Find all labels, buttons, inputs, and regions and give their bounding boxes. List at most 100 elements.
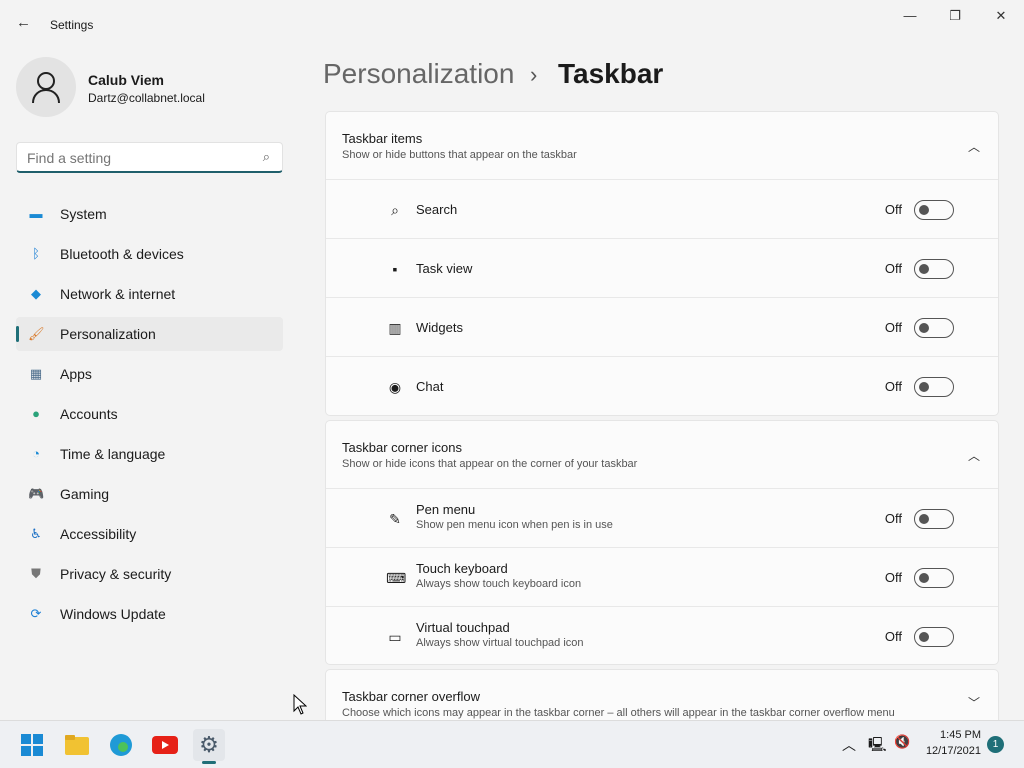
chat-icon: ◉	[388, 379, 402, 395]
setting-label: Touch keyboard	[416, 561, 508, 576]
setting-description: Always show touch keyboard icon	[416, 578, 582, 590]
update-icon: ⟳	[30, 606, 42, 621]
toggle-switch[interactable]	[914, 509, 954, 529]
toggle-state: Off	[884, 202, 902, 217]
clock-date[interactable]: 12/17/2021	[925, 745, 981, 757]
task-view-icon: ▪	[392, 261, 398, 277]
sidebar-item-bluetooth-devices[interactable]: ᛒ Bluetooth & devices	[16, 237, 283, 271]
section-title: Taskbar corner overflow	[342, 689, 480, 704]
breadcrumb-parent[interactable]: Personalization	[323, 58, 515, 89]
toggle-switch[interactable]	[914, 200, 954, 220]
section-subtitle: Show or hide buttons that appear on the …	[342, 149, 577, 161]
close-button[interactable]: ✕	[995, 8, 1007, 23]
setting-label: Search	[416, 202, 458, 217]
settings-icon[interactable]: ⚙	[193, 729, 225, 764]
search-box[interactable]: ⌕	[16, 142, 283, 173]
avatar[interactable]	[16, 57, 76, 117]
sidebar-item-system[interactable]: ▬ System	[16, 197, 283, 231]
toggle-state: Off	[884, 379, 902, 394]
wifi-icon: ◆	[31, 286, 41, 301]
youtube-icon[interactable]	[149, 729, 181, 761]
search-icon: ⌕	[262, 149, 270, 164]
volume-muted-icon[interactable]: 🔇	[894, 734, 911, 749]
setting-row-search: ⌕ Search Off	[326, 179, 998, 238]
network-icon[interactable]: 🖳	[868, 736, 887, 752]
chevron-up-icon[interactable]: ︿	[967, 140, 980, 154]
section-header[interactable]: Taskbar corner icons Show or hide icons …	[326, 421, 998, 488]
section-header[interactable]: Taskbar items Show or hide buttons that …	[326, 112, 998, 179]
sidebar-item-apps[interactable]: ▦ Apps	[16, 357, 283, 391]
chevron-down-icon[interactable]: ﹀	[967, 696, 980, 710]
page-title: Taskbar	[558, 58, 664, 89]
section-subtitle: Choose which icons may appear in the tas…	[342, 707, 895, 719]
sidebar-item-label: Time & language	[60, 446, 166, 462]
toggle-state: Off	[884, 511, 902, 526]
monitor-icon: ▬	[29, 206, 43, 221]
notification-badge[interactable]: 1	[987, 736, 1004, 753]
toggle-switch[interactable]	[914, 568, 954, 588]
touchpad-icon: ▭	[388, 629, 402, 645]
widgets-icon: ▥	[388, 320, 402, 336]
bluetooth-icon: ᛒ	[32, 246, 40, 261]
start-icon[interactable]	[16, 729, 48, 761]
setting-row-task-view: ▪ Task view Off	[326, 238, 998, 297]
sidebar-item-windows-update[interactable]: ⟳ Windows Update	[16, 597, 283, 631]
setting-row-virtual-touchpad: ▭ Virtual touchpad Always show virtual tou…	[326, 606, 998, 665]
sidebar-item-accessibility[interactable]: ♿ Accessibility	[16, 517, 283, 551]
edge-icon[interactable]	[105, 729, 137, 761]
setting-description: Show pen menu icon when pen is in use	[416, 519, 613, 531]
active-indicator	[16, 326, 19, 342]
setting-row-widgets: ▥ Widgets Off	[326, 297, 998, 356]
sidebar-item-label: Network & internet	[60, 286, 176, 302]
section-title: Taskbar corner icons	[342, 440, 462, 455]
user-name: Calub Viem	[88, 72, 164, 88]
sidebar-item-label: Accounts	[60, 406, 118, 422]
toggle-switch[interactable]	[914, 377, 954, 397]
breadcrumb-separator: ›	[530, 62, 538, 87]
toggle-state: Off	[884, 261, 902, 276]
brush-icon: 🖌	[28, 326, 45, 341]
keyboard-icon: ⌨	[386, 570, 407, 586]
minimize-button[interactable]: —	[903, 8, 917, 23]
sidebar-item-accounts[interactable]: ● Accounts	[16, 397, 283, 431]
toggle-state: Off	[884, 320, 902, 335]
setting-label: Virtual touchpad	[416, 620, 510, 635]
taskbar-corner-overflow-section[interactable]: Taskbar corner overflow Choose which ico…	[325, 669, 999, 729]
search-input[interactable]	[27, 150, 247, 166]
clock-time[interactable]: 1:45 PM	[940, 729, 981, 741]
sidebar-item-label: Personalization	[60, 326, 156, 342]
sidebar-item-gaming[interactable]: 🎮 Gaming	[16, 477, 283, 511]
toggle-state: Off	[884, 629, 902, 644]
setting-label: Pen menu	[416, 502, 476, 517]
taskbar: ⚙ ︿ 🖳 🔇 1:45 PM 12/17/2021 1	[0, 720, 1024, 768]
sidebar-item-network-internet[interactable]: ◆ Network & internet	[16, 277, 283, 311]
clock-globe-icon: ◔	[32, 446, 40, 461]
sidebar-item-label: Privacy & security	[60, 566, 172, 582]
taskbar-items-section: Taskbar items Show or hide buttons that …	[325, 111, 999, 416]
file-explorer-icon[interactable]	[61, 729, 93, 761]
sidebar-item-personalization[interactable]: 🖌 Personalization	[16, 317, 283, 351]
section-subtitle: Show or hide icons that appear on the co…	[342, 458, 638, 470]
toggle-state: Off	[884, 570, 902, 585]
accessibility-icon: ♿	[30, 526, 42, 541]
toggle-switch[interactable]	[914, 318, 954, 338]
maximize-button[interactable]: ❐	[949, 8, 961, 23]
show-hidden-icons-button[interactable]: ︿	[842, 737, 856, 753]
pen-icon: ✎	[389, 511, 401, 527]
person-icon	[32, 72, 60, 104]
sidebar-item-time-language[interactable]: ◔ Time & language	[16, 437, 283, 471]
search-icon: ⌕	[391, 202, 399, 218]
sidebar-item-privacy-security[interactable]: ⛊ Privacy & security	[16, 557, 283, 591]
apps-icon: ▦	[29, 366, 43, 381]
sidebar-item-label: System	[60, 206, 107, 222]
chevron-up-icon[interactable]: ︿	[967, 449, 980, 463]
toggle-switch[interactable]	[914, 627, 954, 647]
setting-label: Widgets	[416, 320, 463, 335]
person-icon: ●	[32, 406, 40, 421]
sidebar-item-label: Apps	[60, 366, 92, 382]
shield-icon: ⛊	[31, 566, 41, 581]
gamepad-icon: 🎮	[28, 486, 45, 501]
setting-label: Chat	[416, 379, 444, 394]
back-button[interactable]: ←	[16, 14, 31, 31]
toggle-switch[interactable]	[914, 259, 954, 279]
